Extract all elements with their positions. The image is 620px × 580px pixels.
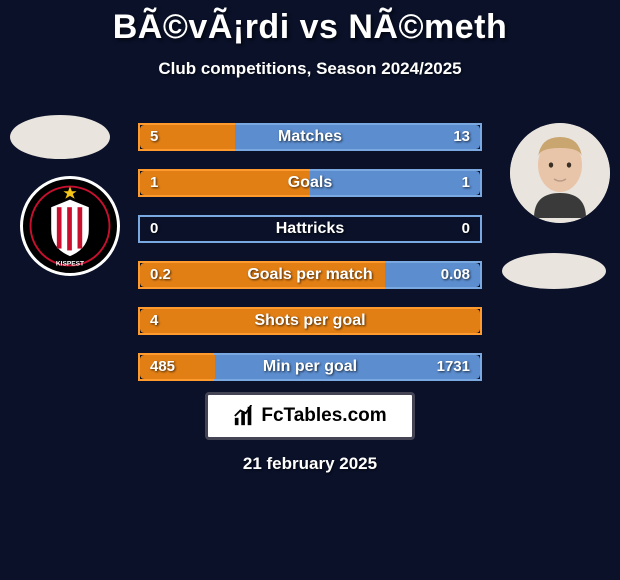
bar-label: Goals — [140, 171, 480, 195]
stat-row: 11Goals — [138, 169, 482, 197]
page-subtitle: Club competitions, Season 2024/2025 — [0, 59, 620, 79]
player-right-face-icon — [510, 123, 610, 223]
bar-label: Shots per goal — [140, 309, 480, 333]
player-right-avatar — [510, 123, 610, 223]
stat-row: 4851731Min per goal — [138, 353, 482, 381]
bar-label: Matches — [140, 125, 480, 149]
page-title: BÃ©vÃ¡rdi vs NÃ©meth — [0, 0, 620, 47]
stat-row: 4Shots per goal — [138, 307, 482, 335]
bar-label: Goals per match — [140, 263, 480, 287]
svg-text:KISPEST: KISPEST — [56, 260, 84, 267]
stat-row: 00Hattricks — [138, 215, 482, 243]
club-right-logo — [502, 253, 606, 289]
club-left-logo: KISPEST — [20, 176, 120, 276]
brand-text: FcTables.com — [261, 405, 386, 427]
bar-label: Hattricks — [140, 217, 480, 241]
stat-row: 513Matches — [138, 123, 482, 151]
stat-row: 0.20.08Goals per match — [138, 261, 482, 289]
bar-label: Min per goal — [140, 355, 480, 379]
brand-chart-icon — [233, 405, 255, 427]
stat-bars: 513Matches 11Goals 00Hattricks 0.20.08Goals… — [138, 123, 482, 399]
date-text: 21 february 2025 — [0, 454, 620, 474]
brand-box: FcTables.com — [205, 392, 415, 440]
club-left-badge-icon: KISPEST — [23, 179, 117, 273]
player-left-avatar — [10, 115, 110, 159]
